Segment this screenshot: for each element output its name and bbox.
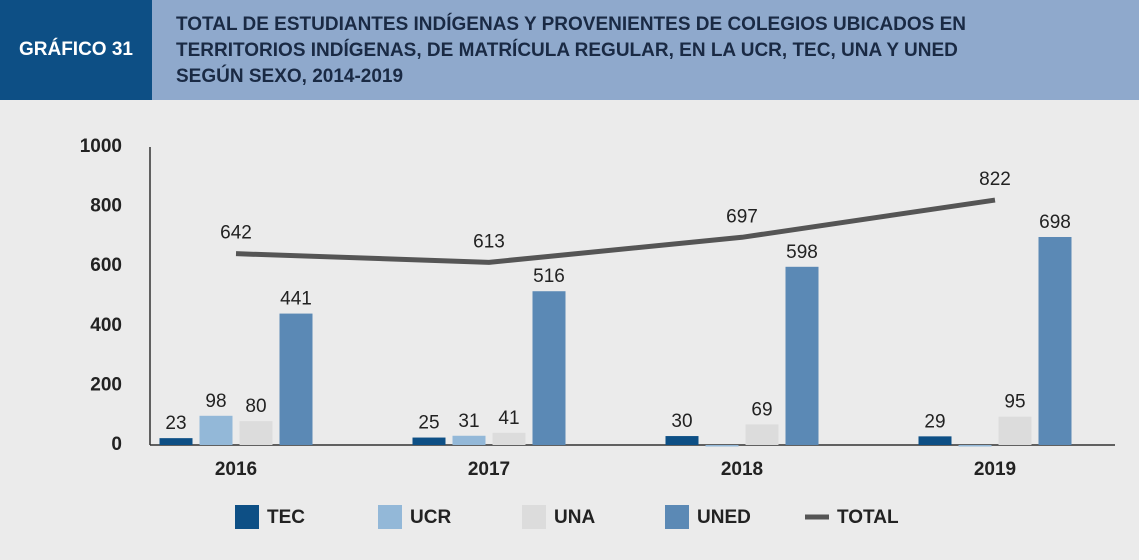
bar [998,416,1032,445]
legend-swatch [235,505,259,529]
data-label: 30 [671,411,692,432]
y-tick-label: 200 [90,374,122,395]
legend-swatch [522,505,546,529]
bar [412,437,446,445]
y-tick-label: 800 [90,196,122,217]
bar [705,445,739,447]
header: GRÁFICO 31 TOTAL DE ESTUDIANTES INDÍGENA… [0,0,1139,100]
data-label: 95 [1004,392,1025,413]
data-label: 598 [786,242,818,263]
x-tick-label: 2019 [974,459,1016,480]
x-tick-label: 2017 [468,459,510,480]
legend-label: UNA [554,507,595,528]
y-tick-label: 1000 [80,136,122,157]
x-tick-label: 2016 [215,459,257,480]
data-label: 29 [924,411,945,432]
bar [665,436,699,445]
data-label: 698 [1039,212,1071,233]
data-label: 697 [726,206,758,227]
bar [279,313,313,445]
chart: 0 200 400 600 800 1000 2016 2017 2018 2019 23 25 30 2… [80,136,1115,529]
data-label: 441 [280,289,312,310]
bar [532,291,566,445]
data-label: 98 [205,391,226,412]
data-label: 23 [165,413,186,434]
data-label: 642 [220,223,252,244]
total-line [235,197,996,265]
bar [958,445,992,447]
data-label: 822 [979,169,1011,190]
data-label: 516 [533,266,565,287]
legend-label: TOTAL [837,507,899,528]
data-label: 69 [751,399,772,420]
y-tick-label: 400 [90,315,122,336]
bar [199,415,233,445]
bar [918,436,952,445]
legend-swatch [665,505,689,529]
title-line: TERRITORIOS INDÍGENAS, DE MATRÍCULA REGU… [176,40,958,61]
chart-title: TOTAL DE ESTUDIANTES INDÍGENAS Y PROVENI… [176,12,966,90]
legend-label: TEC [267,507,305,528]
legend-label: UNED [697,507,751,528]
chart-label: GRÁFICO 31 [0,0,152,100]
data-label: 31 [458,411,479,432]
data-label: 80 [245,396,266,417]
title-line: SEGÚN SEXO, 2014-2019 [176,66,404,87]
bar [159,438,193,445]
legend-swatch [378,505,402,529]
title-line: TOTAL DE ESTUDIANTES INDÍGENAS Y PROVENI… [176,14,967,35]
y-tick-label: 600 [90,255,122,276]
bar [239,421,273,445]
bar [1038,236,1072,445]
data-label: 25 [418,413,439,434]
data-label: 41 [498,408,519,429]
legend-label: UCR [410,507,451,528]
bar [492,432,526,445]
x-tick-label: 2018 [721,459,763,480]
y-tick-label: 0 [111,434,122,455]
bar [785,266,819,445]
bar [452,435,486,445]
data-label: 613 [473,231,505,252]
bar [745,424,779,445]
